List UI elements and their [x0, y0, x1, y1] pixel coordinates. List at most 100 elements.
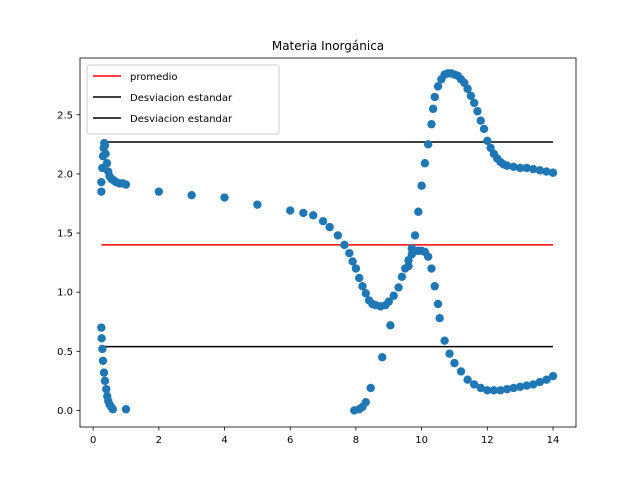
plot-content — [97, 69, 558, 415]
data-point — [97, 177, 106, 187]
data-point — [100, 141, 110, 150]
data-point — [496, 386, 505, 395]
x-tick-label: 6 — [287, 435, 293, 446]
data-point — [100, 376, 110, 386]
data-point — [427, 264, 436, 273]
legend-label: promedio — [130, 72, 178, 83]
data-point — [98, 344, 107, 354]
data-point — [479, 124, 489, 134]
data-point — [378, 353, 387, 362]
data-point — [509, 383, 518, 393]
data-point — [483, 386, 492, 395]
data-point — [286, 206, 295, 215]
data-point — [417, 181, 426, 190]
data-point — [99, 368, 109, 377]
y-tick-label: 2.5 — [57, 110, 73, 121]
x-tick-label: 2 — [156, 435, 162, 446]
y-tick-label: 1.5 — [57, 229, 73, 240]
plot-area — [97, 69, 558, 415]
x-tick-label: 14 — [547, 435, 560, 446]
data-point — [522, 163, 531, 173]
data-point — [318, 217, 328, 226]
data-point — [450, 358, 459, 368]
data-point — [98, 356, 108, 365]
data-point — [433, 82, 443, 91]
data-point — [361, 289, 370, 298]
data-point — [529, 164, 538, 174]
data-point — [489, 386, 499, 395]
data-point — [476, 116, 485, 125]
data-point — [102, 159, 112, 168]
data-point — [154, 187, 164, 196]
data-point — [345, 248, 354, 258]
data-point — [355, 273, 364, 283]
axes: 0 2 4 6 8 10 12 14 0.0 0.5 1.0 1.5 2.0 2.5 — [57, 57, 577, 446]
data-point — [220, 193, 229, 202]
data-point — [187, 190, 196, 200]
data-point — [384, 297, 393, 306]
data-point — [469, 380, 479, 389]
data-point — [423, 252, 433, 261]
data-point — [366, 383, 375, 393]
data-point — [325, 222, 334, 232]
data-point — [548, 168, 558, 177]
data-point — [407, 244, 416, 253]
data-point — [463, 84, 472, 93]
y-tick-label: 2.0 — [57, 169, 73, 180]
data-point — [101, 149, 110, 158]
data-point — [515, 163, 525, 173]
y-tick-label: 0.0 — [57, 406, 73, 417]
data-point — [121, 405, 131, 414]
data-point — [529, 380, 538, 389]
data-point — [430, 92, 439, 102]
data-point — [423, 140, 433, 149]
data-point — [433, 299, 443, 309]
x-tick-label: 4 — [221, 435, 227, 446]
data-point — [476, 383, 485, 393]
data-point — [509, 162, 518, 172]
data-point — [542, 375, 551, 384]
data-point — [121, 180, 131, 189]
data-point — [428, 104, 438, 114]
legend-label: Desviacion estandar — [130, 93, 233, 104]
data-point — [473, 107, 482, 116]
data-point — [535, 377, 545, 387]
axes-frame — [79, 57, 577, 428]
data-point — [397, 272, 407, 281]
data-point — [445, 349, 454, 358]
data-point — [394, 283, 403, 292]
data-point — [97, 334, 106, 343]
data-point — [351, 264, 361, 273]
data-point — [404, 261, 413, 271]
data-point — [430, 282, 439, 291]
data-point — [340, 240, 349, 250]
data-point — [502, 384, 512, 394]
data-point — [414, 207, 423, 216]
x-tick-label: 8 — [353, 435, 359, 446]
data-point — [97, 323, 106, 332]
data-point — [542, 167, 551, 176]
chart-title: Materia Inorgánica — [272, 39, 384, 53]
data-point — [108, 405, 118, 414]
data-point — [102, 384, 111, 394]
data-point — [427, 120, 436, 129]
data-point — [440, 336, 449, 345]
data-point — [333, 231, 343, 240]
data-point — [483, 136, 492, 145]
data-point — [435, 313, 444, 323]
data-point — [299, 208, 308, 218]
data-point — [410, 231, 420, 240]
legend: promedio Desviacion estandar Desviacion es… — [86, 64, 280, 135]
y-tick-label: 1.0 — [57, 288, 73, 299]
data-point — [463, 375, 472, 384]
data-point — [253, 200, 262, 209]
data-point — [309, 211, 318, 220]
data-point — [548, 371, 558, 381]
x-tick-label: 10 — [415, 435, 428, 446]
data-point — [502, 161, 512, 170]
data-point — [348, 257, 357, 266]
data-point — [386, 321, 395, 330]
legend-box — [86, 64, 280, 135]
data-point — [361, 397, 370, 407]
